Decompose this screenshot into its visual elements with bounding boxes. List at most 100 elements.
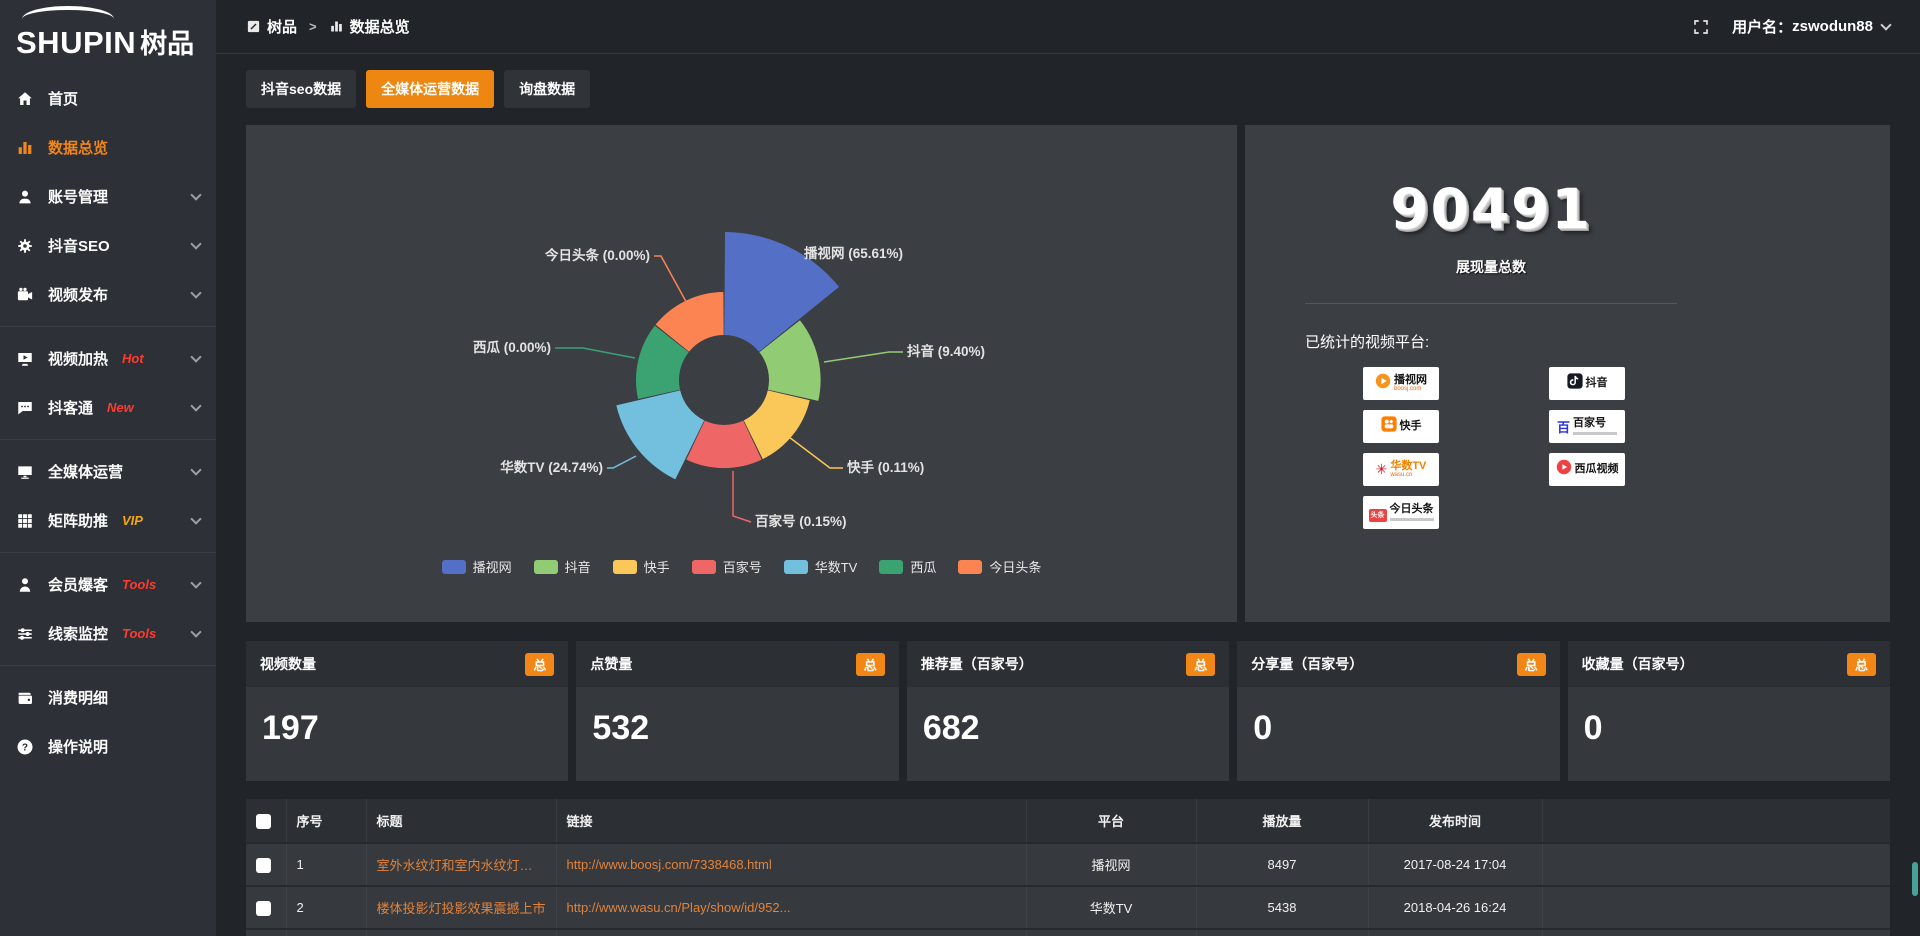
- platform-toutiao-icon: 头条: [1368, 504, 1387, 522]
- sidebar-item-account-manage[interactable]: 账号管理: [0, 172, 216, 221]
- legend-item-播视网[interactable]: 播视网: [441, 557, 512, 576]
- pie-slice-西瓜[interactable]: [636, 325, 689, 399]
- pie-slice-抖音[interactable]: [759, 320, 821, 401]
- pie-slice-今日头条[interactable]: [655, 292, 724, 352]
- platform-chip-toutiao[interactable]: 头条 今日头条: [1363, 496, 1439, 529]
- sidebar-item-label: 抖音SEO: [48, 238, 110, 255]
- table-cell-time: 2018-04-26 16:24: [1368, 885, 1543, 929]
- stat-card-1: 点赞量 总 532: [576, 641, 899, 781]
- row-checkbox[interactable]: [256, 900, 271, 916]
- sidebar-item-data-overview[interactable]: 数据总览: [0, 123, 216, 172]
- link-link[interactable]: http://www.boosj.com/7338468.html: [566, 857, 772, 872]
- sidebar-item-consume-detail[interactable]: 消费明细: [0, 673, 216, 722]
- fullscreen-icon[interactable]: [1692, 18, 1710, 36]
- sidebar-item-media-operation[interactable]: 全媒体运营: [0, 447, 216, 496]
- help-icon: ?: [16, 738, 34, 756]
- platform-chip-douyin[interactable]: 抖音: [1549, 367, 1625, 400]
- platform-chip-wasu[interactable]: ✳ 华数TV wasu.cn: [1363, 453, 1439, 486]
- total-badge[interactable]: 总: [525, 652, 555, 676]
- table-cell-time: 2017-08-24 17:04: [1368, 842, 1543, 886]
- select-all-checkbox[interactable]: [256, 813, 271, 829]
- breadcrumb-item[interactable]: 树品: [246, 16, 297, 37]
- table-header-4: 平台: [1026, 799, 1197, 843]
- legend-item-百家号[interactable]: 百家号: [691, 557, 762, 576]
- chevron-down-icon: [190, 625, 202, 638]
- stat-card-header: 点赞量 总: [576, 641, 899, 687]
- legend-item-今日头条[interactable]: 今日头条: [958, 557, 1041, 576]
- pie-slice-百家号[interactable]: [686, 420, 762, 469]
- platform-chip-kuaishou[interactable]: 快手: [1363, 410, 1439, 443]
- sidebar-item-operation-guide[interactable]: ? 操作说明: [0, 722, 216, 771]
- user-menu[interactable]: 用户名： zswodun88: [1732, 16, 1892, 37]
- table-header-7: [1542, 799, 1890, 843]
- table-cell-extra: [1542, 885, 1890, 929]
- pie-label-line-快手: [784, 433, 843, 469]
- tab-0[interactable]: 抖音seo数据: [246, 70, 357, 108]
- legend-item-抖音[interactable]: 抖音: [533, 557, 591, 576]
- sidebar-item-tag: Tools: [122, 626, 157, 641]
- scrollbar-thumb[interactable]: [1912, 862, 1918, 896]
- sidebar-item-label: 账号管理: [48, 189, 109, 206]
- platform-chip-xigua[interactable]: 西瓜视频: [1549, 453, 1625, 486]
- pie-label-快手: 快手 (0.11%): [847, 459, 924, 475]
- sidebar-item-video-publish[interactable]: 视频发布: [0, 270, 216, 319]
- stat-card-title: 收藏量（百家号）: [1581, 656, 1694, 672]
- platform-chip-boosj[interactable]: 播视网 boosj.com: [1363, 367, 1439, 400]
- total-badge[interactable]: 总: [1516, 652, 1546, 676]
- total-badge[interactable]: 总: [855, 652, 885, 676]
- legend-item-快手[interactable]: 快手: [612, 557, 670, 576]
- table-cell-link: [556, 928, 1027, 936]
- stat-card-title: 分享量（百家号）: [1251, 656, 1364, 672]
- platform-kuaishou-icon: [1380, 416, 1397, 437]
- stat-card-title: 点赞量: [590, 656, 633, 672]
- legend-swatch: [879, 559, 904, 574]
- platform-name: 播视网: [1394, 373, 1427, 386]
- breadcrumb-separator: >: [309, 19, 317, 34]
- sidebar-item-home[interactable]: 首页: [0, 74, 216, 123]
- rose-pie-chart: 播视网 (65.61%) 抖音 (9.40%) 快手 (0.11%) 百家号 (0.1…: [473, 232, 985, 529]
- tab-1[interactable]: 全媒体运营数据: [366, 70, 495, 108]
- pie-label-播视网: 播视网 (65.61%): [804, 245, 903, 261]
- legend-item-西瓜[interactable]: 西瓜: [879, 557, 936, 576]
- table-cell-extra: [1542, 928, 1890, 936]
- pie-slice-华数TV[interactable]: [616, 390, 705, 480]
- pie-slice-播视网[interactable]: [724, 232, 840, 352]
- platform-chip-text: 今日头条: [1389, 504, 1434, 521]
- sidebar-item-member-baoke[interactable]: 会员爆客 Tools: [0, 560, 216, 609]
- sidebar-item-video-heating[interactable]: 视频加热 Hot: [0, 334, 216, 383]
- stat-card-header: 分享量（百家号） 总: [1237, 641, 1560, 687]
- platform-name: 百家号: [1573, 417, 1606, 430]
- breadcrumb-item[interactable]: 数据总览: [329, 16, 410, 37]
- title-link[interactable]: 室外水纹灯和室内水纹灯的区别和简介: [376, 858, 546, 873]
- sidebar-divider: [0, 439, 216, 440]
- grid-icon: [16, 512, 34, 530]
- content: 抖音seo数据 全媒体运营数据 询盘数据 播视网 (65.61%) 抖音 (9.40%…: [216, 54, 1920, 936]
- legend-item-华数TV[interactable]: 华数TV: [783, 557, 858, 576]
- table-header-5: 播放量: [1196, 799, 1369, 843]
- legend-label: 华数TV: [814, 560, 858, 575]
- chevron-down-icon: [190, 237, 202, 250]
- total-badge[interactable]: 总: [1847, 652, 1877, 676]
- sidebar-item-douyin-seo[interactable]: 抖音SEO: [0, 221, 216, 270]
- platform-chip-baijiahao[interactable]: 百百家号: [1549, 410, 1625, 443]
- row-checkbox[interactable]: [256, 857, 271, 873]
- stat-card-value: 682: [922, 709, 980, 747]
- legend-swatch: [783, 559, 808, 574]
- pie-slice-快手[interactable]: [743, 390, 810, 460]
- stat-card-4: 收藏量（百家号） 总 0: [1567, 641, 1891, 781]
- charts-row: 播视网 (65.61%) 抖音 (9.40%) 快手 (0.11%) 百家号 (0.1…: [246, 125, 1890, 622]
- topbar-right: 用户名： zswodun88: [1692, 16, 1892, 37]
- sidebar-item-douketong[interactable]: 抖客通 New: [0, 383, 216, 432]
- tab-2[interactable]: 询盘数据: [504, 70, 591, 108]
- sidebar-item-tag: Tools: [122, 577, 157, 592]
- title-link[interactable]: 楼体投影灯投影效果震撼上市: [376, 901, 546, 916]
- sidebar-item-clue-monitor[interactable]: 线索监控 Tools: [0, 609, 216, 658]
- table-header-3: 链接: [556, 799, 1027, 843]
- table-row: 2 楼体投影灯投影效果震撼上市 http://www.wasu.cn/Play/sh…: [246, 885, 1890, 929]
- total-badge[interactable]: 总: [1186, 652, 1216, 676]
- stat-card-value: 0: [1583, 709, 1603, 747]
- sidebar-item-matrix-boost[interactable]: 矩阵助推 VIP: [0, 496, 216, 545]
- link-link[interactable]: http://www.wasu.cn/Play/show/id/952...: [566, 900, 791, 915]
- sidebar-item-label: 线索监控: [48, 626, 109, 643]
- table-cell-platform: 华数TV: [1026, 885, 1197, 929]
